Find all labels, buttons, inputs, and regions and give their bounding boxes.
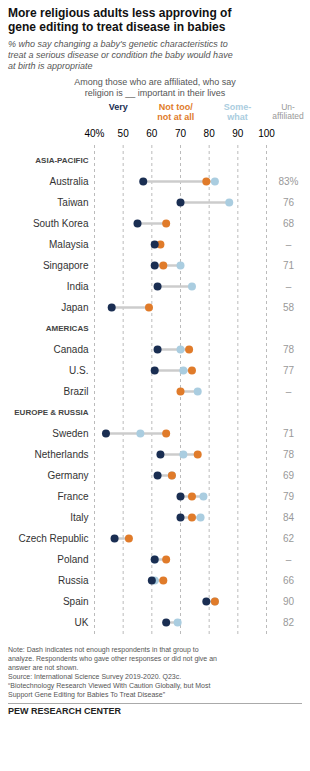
svg-text:––: –– [286,554,292,565]
svg-text:EUROPE & RUSSIA: EUROPE & RUSSIA [14,408,88,417]
svg-text:Czech Republic: Czech Republic [18,533,88,544]
svg-text:ASIA-PACIFIC: ASIA-PACIFIC [35,156,88,165]
html-text:Not too/ not at all: Not too/ not at all [157,102,195,122]
svg-text:India: India [67,281,89,292]
svg-text:Poland: Poland [57,554,88,565]
svg-text:70: 70 [175,127,187,138]
html-text:Among those who are affiliated: Among those who are affiliated, who say … [74,76,236,98]
svg-text:Singapore: Singapore [43,260,89,271]
svg-text:Germany: Germany [47,470,88,481]
svg-text:6868: 6868 [283,218,295,229]
html-text:More religious adults less app: More religious adults less approving of … [8,6,232,35]
svg-text:UK: UK [75,617,89,628]
svg-text:6262: 6262 [283,533,295,544]
svg-text:Taiwan: Taiwan [57,197,88,208]
svg-text:5858: 5858 [283,302,295,313]
svg-text:60: 60 [146,127,158,138]
svg-text:7676: 7676 [283,197,295,208]
svg-text:100: 100 [258,127,275,138]
svg-text:Australia: Australia [50,176,89,187]
svg-text:Italy: Italy [70,512,88,523]
svg-text:Netherlands: Netherlands [35,449,89,460]
html-text:% who say changing a baby's ge: % who say changing a baby's genetic char… [8,38,233,72]
svg-text:France: France [57,491,89,502]
svg-text:U.S.: U.S. [69,365,88,376]
svg-text:7171: 7171 [283,428,295,439]
html-text:Un- affiliated: Un- affiliated [272,102,304,122]
svg-text:7171: 7171 [283,260,295,271]
html-text:Very: Very [108,102,128,112]
svg-text:90: 90 [232,127,244,138]
svg-text:80: 80 [204,127,216,138]
svg-text:50: 50 [118,127,130,138]
svg-text:––: –– [286,239,292,250]
svg-text:––: –– [286,386,292,397]
svg-text:83%83: 83%83 [278,176,298,187]
svg-text:––: –– [286,281,292,292]
svg-text:7878: 7878 [283,344,295,355]
svg-text:7979: 7979 [283,491,295,502]
svg-text:Canada: Canada [53,344,88,355]
html-text:Note: Dash indicates not enoug: Note: Dash indicates not enough responde… [8,645,217,699]
svg-text:6969: 6969 [283,470,295,481]
svg-text:7878: 7878 [283,449,295,460]
svg-text:Malaysia: Malaysia [49,239,89,250]
svg-text:Russia: Russia [58,575,89,586]
html-text:Some- what: Some- what [223,102,252,122]
svg-text:Spain: Spain [63,596,89,607]
svg-text:Brazil: Brazil [63,386,88,397]
svg-text:7777: 7777 [283,365,295,376]
svg-text:Sweden: Sweden [52,428,88,439]
html-text:PEW RESEARCH CENTER: PEW RESEARCH CENTER [8,706,121,717]
svg-text:8484: 8484 [283,512,295,523]
svg-text:6666: 6666 [283,575,295,586]
svg-text:8282: 8282 [283,617,295,628]
svg-text:AMERICAS: AMERICAS [46,324,89,333]
svg-text:9090: 9090 [283,596,295,607]
svg-text:South Korea: South Korea [33,218,89,229]
svg-text:40%: 40% [84,127,104,138]
svg-text:Japan: Japan [61,302,88,313]
